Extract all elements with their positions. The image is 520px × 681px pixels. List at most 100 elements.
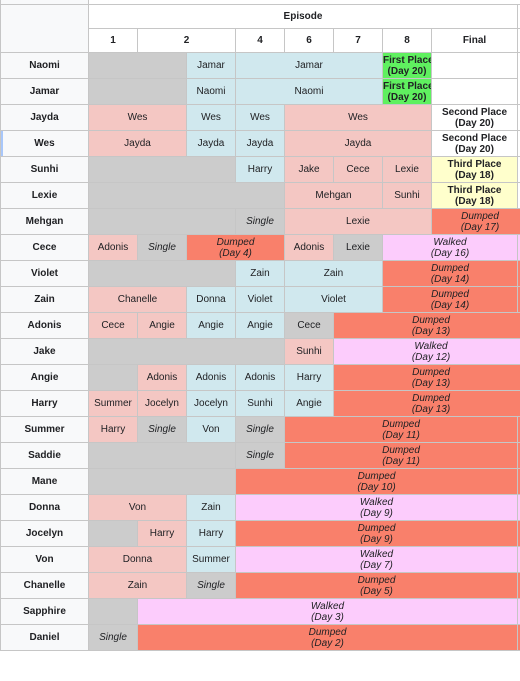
contestant-name-cell[interactable]: Daniel (0, 624, 89, 651)
status-cell[interactable]: Wes (88, 104, 187, 131)
empty-cell[interactable] (88, 52, 187, 79)
status-cell[interactable]: Second Place (Day 20) (431, 130, 518, 157)
contestant-name-cell[interactable]: Mehgan (0, 208, 89, 235)
status-cell[interactable]: Jocelyn (186, 390, 236, 417)
empty-cell[interactable] (88, 208, 236, 235)
status-cell[interactable]: Dumped (Day 13) (332, 390, 520, 417)
status-cell[interactable]: Zain (235, 260, 285, 287)
status-cell[interactable]: Single (235, 416, 285, 443)
contestant-name-cell[interactable]: Jayda (0, 104, 89, 131)
status-cell[interactable]: Chanelle (88, 286, 187, 313)
status-cell[interactable]: Adonis (137, 364, 187, 391)
contestant-name-cell[interactable]: Wes (0, 130, 89, 157)
status-cell[interactable]: Zain (186, 494, 236, 521)
episode-header-final[interactable]: Final (431, 28, 518, 53)
empty-cell[interactable] (516, 624, 520, 651)
status-cell[interactable]: Jocelyn (137, 390, 187, 417)
status-cell[interactable]: Von (88, 494, 187, 521)
empty-cell[interactable] (88, 468, 236, 495)
status-cell[interactable]: Single (88, 624, 138, 651)
status-cell[interactable]: Sunhi (382, 182, 432, 209)
status-cell[interactable]: Cece (88, 312, 138, 339)
status-cell[interactable]: Adonis (235, 364, 285, 391)
status-cell[interactable]: Naomi (235, 78, 383, 105)
empty-cell[interactable] (431, 78, 518, 105)
status-cell[interactable]: Sunhi (284, 338, 334, 365)
status-cell[interactable]: Jamar (235, 52, 383, 79)
status-cell[interactable]: Walked (Day 7) (235, 546, 518, 573)
empty-cell[interactable] (88, 182, 285, 209)
status-cell[interactable]: Zain (88, 572, 187, 599)
episode-header-7[interactable]: 7 (333, 28, 383, 53)
status-cell[interactable]: Jayda (235, 130, 285, 157)
contestant-name-cell[interactable]: Violet (0, 260, 89, 287)
status-cell[interactable]: Dumped (Day 17) (430, 208, 520, 235)
status-cell[interactable]: Walked (Day 3) (137, 598, 518, 625)
status-cell[interactable]: Walked (Day 12) (332, 338, 520, 365)
contestant-name-cell[interactable]: Jake (0, 338, 89, 365)
status-cell[interactable]: Single (186, 572, 236, 599)
contestant-name-cell[interactable]: Jamar (0, 78, 89, 105)
status-cell[interactable]: First Place (Day 20) (382, 52, 432, 79)
status-cell[interactable]: Jamar (186, 52, 236, 79)
status-cell[interactable]: Dumped (Day 14) (382, 260, 518, 287)
status-cell[interactable]: Harry (235, 156, 285, 183)
empty-cell[interactable] (88, 442, 236, 469)
episode-header-6[interactable]: 6 (284, 28, 334, 53)
status-cell[interactable]: Single (137, 416, 187, 443)
status-cell[interactable]: Dumped (Day 10) (235, 468, 518, 495)
status-cell[interactable]: Single (235, 442, 285, 469)
contestant-name-cell[interactable]: Adonis (0, 312, 89, 339)
status-cell[interactable]: Violet (284, 286, 383, 313)
status-cell[interactable]: Jayda (284, 130, 432, 157)
status-cell[interactable]: Dumped (Day 9) (235, 520, 518, 547)
empty-cell[interactable] (431, 52, 518, 79)
status-cell[interactable]: Jayda (186, 130, 236, 157)
status-cell[interactable]: Walked (Day 16) (382, 234, 518, 261)
status-cell[interactable]: Harry (186, 520, 236, 547)
empty-cell[interactable] (88, 260, 236, 287)
contestant-name-cell[interactable]: Saddie (0, 442, 89, 469)
contestant-name-cell[interactable]: Jocelyn (0, 520, 89, 547)
status-cell[interactable]: Second Place (Day 20) (431, 104, 518, 131)
contestant-name-cell[interactable]: Angie (0, 364, 89, 391)
status-cell[interactable]: Harry (284, 364, 334, 391)
status-cell[interactable]: Summer (88, 390, 138, 417)
episode-header-1[interactable]: 1 (88, 28, 138, 53)
status-cell[interactable]: Dumped (Day 2) (137, 624, 518, 651)
contestant-name-cell[interactable]: Summer (0, 416, 89, 443)
status-cell[interactable]: Dumped (Day 14) (382, 286, 518, 313)
status-cell[interactable]: Single (137, 234, 187, 261)
contestant-name-cell[interactable]: Sapphire (0, 598, 89, 625)
empty-cell[interactable] (88, 520, 138, 547)
contestant-name-cell[interactable]: Donna (0, 494, 89, 521)
status-cell[interactable]: Lexie (284, 208, 432, 235)
episode-header-8[interactable]: 8 (382, 28, 432, 53)
status-cell[interactable]: Walked (Day 9) (235, 494, 518, 521)
contestant-name-cell[interactable]: Zain (0, 286, 89, 313)
contestant-name-cell[interactable]: Von (0, 546, 89, 573)
status-cell[interactable]: Cece (284, 312, 334, 339)
contestant-name-cell[interactable]: Harry (0, 390, 89, 417)
status-cell[interactable]: Dumped (Day 11) (284, 442, 518, 469)
status-cell[interactable]: Summer (186, 546, 236, 573)
status-cell[interactable]: Lexie (382, 156, 432, 183)
episode-header-2[interactable]: 2 (137, 28, 236, 53)
status-cell[interactable]: Third Place (Day 18) (431, 156, 518, 183)
contestant-name-cell[interactable]: Cece (0, 234, 89, 261)
status-cell[interactable]: Wes (284, 104, 432, 131)
status-cell[interactable]: Dumped (Day 4) (186, 234, 285, 261)
episode-header-4[interactable]: 4 (235, 28, 285, 53)
contestant-name-cell[interactable]: Sunhi (0, 156, 89, 183)
name-header-cell[interactable] (0, 4, 89, 53)
empty-cell[interactable] (88, 338, 285, 365)
status-cell[interactable]: Violet (235, 286, 285, 313)
contestant-name-cell[interactable]: Chanelle (0, 572, 89, 599)
status-cell[interactable]: Dumped (Day 11) (284, 416, 518, 443)
status-cell[interactable]: Jake (284, 156, 334, 183)
status-cell[interactable]: Wes (235, 104, 285, 131)
status-cell[interactable]: Von (186, 416, 236, 443)
status-cell[interactable]: Sunhi (235, 390, 285, 417)
empty-cell[interactable] (88, 364, 138, 391)
status-cell[interactable]: Third Place (Day 18) (431, 182, 518, 209)
